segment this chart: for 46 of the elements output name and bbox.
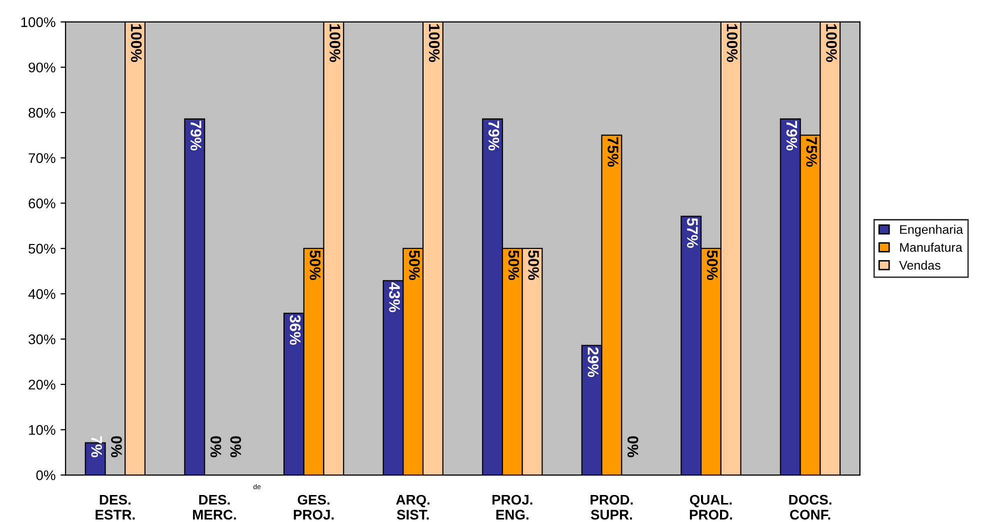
y-tick-label: 60%	[28, 198, 56, 208]
x-tick-label: ARQ. SIST.	[396, 494, 430, 520]
x-tick-label: DES. ESTR.	[96, 494, 135, 520]
data-label: 100%	[726, 24, 738, 62]
data-label: 36%	[290, 314, 301, 345]
x-tick-label: DES. MERC.	[193, 494, 236, 520]
data-label: 50%	[508, 250, 520, 280]
data-label: 100%	[330, 24, 340, 62]
data-label: 79%	[190, 120, 202, 150]
x-tick-label: DOCS. CONF.	[789, 494, 832, 520]
y-tick-label: 70%	[28, 153, 56, 164]
data-label: 100%	[130, 24, 142, 62]
data-label: 100%	[428, 24, 440, 62]
x-tick-label: PROD. SUPR.	[590, 494, 633, 520]
data-label: 0%	[111, 436, 122, 458]
y-tick-label: 10%	[29, 425, 56, 435]
data-label: 100%	[826, 24, 837, 62]
data-label: 50%	[408, 250, 420, 280]
data-label: 43%	[389, 282, 400, 312]
data-label: 75%	[806, 137, 817, 167]
y-tick-label: 40%	[28, 289, 56, 299]
data-label: 0%	[210, 436, 222, 458]
data-label: 0%	[627, 436, 638, 458]
x-tick-label: PROJ. ENG.	[492, 494, 532, 520]
data-label: 29%	[588, 347, 599, 377]
data-label: 0%	[230, 436, 242, 458]
legend-label: Manufatura	[900, 242, 962, 252]
legend-label: Engenharia	[900, 224, 964, 236]
data-label: 79%	[488, 120, 500, 150]
data-label: 50%	[706, 250, 718, 280]
data-label: 50%	[528, 250, 539, 280]
y-tick-label: 50%	[28, 244, 56, 254]
data-label: 57%	[687, 218, 698, 248]
data-label: 75%	[608, 137, 618, 167]
data-label: 50%	[310, 250, 321, 280]
data-label: 79%	[786, 120, 798, 150]
y-tick-label: 100%	[21, 17, 56, 28]
data-label: 7%	[91, 436, 102, 458]
y-tick-label: 0%	[36, 470, 56, 480]
x-tick-label: GES. PROJ.	[294, 494, 334, 520]
y-tick-label: 80%	[28, 108, 56, 118]
y-tick-label: 90%	[28, 62, 56, 72]
legend-label: Vendas	[899, 260, 940, 270]
y-tick-label: 30%	[28, 334, 56, 344]
y-tick-label: 20%	[28, 380, 56, 390]
x-tick-label: QUAL. PROD.	[690, 494, 732, 520]
